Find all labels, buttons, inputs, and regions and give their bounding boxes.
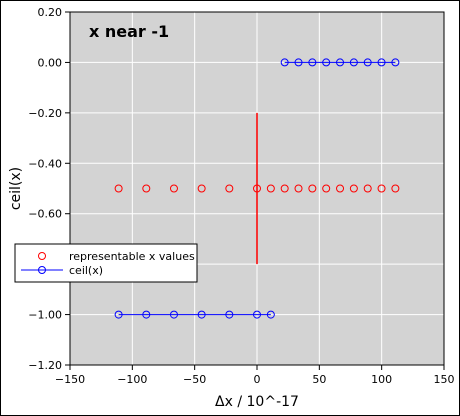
data-point — [294, 184, 303, 193]
data-point — [169, 310, 178, 319]
data-point — [377, 184, 386, 193]
data-point — [114, 184, 123, 193]
data-point — [391, 58, 400, 67]
legend-marker — [38, 266, 46, 274]
data-point — [391, 184, 400, 193]
data-point — [322, 184, 331, 193]
data-point — [266, 184, 275, 193]
data-point — [349, 184, 358, 193]
y-tick-label: −0.60 — [28, 208, 62, 221]
legend-marker — [38, 252, 46, 260]
y-tick-label: −0.40 — [28, 157, 62, 170]
x-tick-label: 0 — [254, 373, 261, 386]
data-point — [225, 184, 234, 193]
x-tick-label: 150 — [434, 373, 455, 386]
data-point — [280, 184, 289, 193]
data-point — [336, 58, 345, 67]
data-point — [114, 310, 123, 319]
x-tick-label: −50 — [183, 373, 206, 386]
data-point — [197, 310, 206, 319]
x-tick-label: −100 — [117, 373, 147, 386]
data-point — [142, 310, 151, 319]
data-point — [253, 310, 261, 319]
data-point — [266, 310, 275, 319]
data-point — [142, 184, 151, 193]
legend-label: ceil(x) — [69, 264, 103, 277]
data-point — [197, 184, 206, 193]
legend-label: representable x values — [69, 250, 195, 263]
x-tick-label: −150 — [55, 373, 85, 386]
legend-box — [14, 243, 198, 283]
data-point — [294, 58, 303, 67]
data-point — [253, 184, 261, 193]
data-point — [280, 58, 289, 67]
x-axis-label: Δx / 10^-17 — [215, 394, 299, 410]
y-tick-label: −0.20 — [28, 107, 62, 120]
axes: −150 −100 −50 0 50 100 150 0.20 0.00 −0.20 −0.40 −0… — [28, 6, 454, 386]
data-point — [169, 184, 178, 193]
series-layer — [114, 58, 400, 319]
data-point — [377, 58, 386, 67]
data-point — [308, 58, 317, 67]
data-point — [363, 184, 372, 193]
chart-title: x near -1 — [89, 22, 169, 41]
data-point — [336, 184, 345, 193]
y-tick-label: 0.00 — [38, 56, 63, 69]
y-tick-label: −1.00 — [28, 309, 62, 322]
x-tick-label: 50 — [312, 373, 326, 386]
y-tick-label: −1.20 — [28, 359, 62, 372]
data-point — [363, 58, 372, 67]
data-point — [225, 310, 234, 319]
x-tick-label: 100 — [371, 373, 392, 386]
data-point — [322, 58, 331, 67]
data-point — [308, 184, 317, 193]
data-point — [349, 58, 358, 67]
y-axis-label: ceil(x) — [8, 167, 24, 210]
y-tick-label: 0.20 — [38, 6, 63, 19]
